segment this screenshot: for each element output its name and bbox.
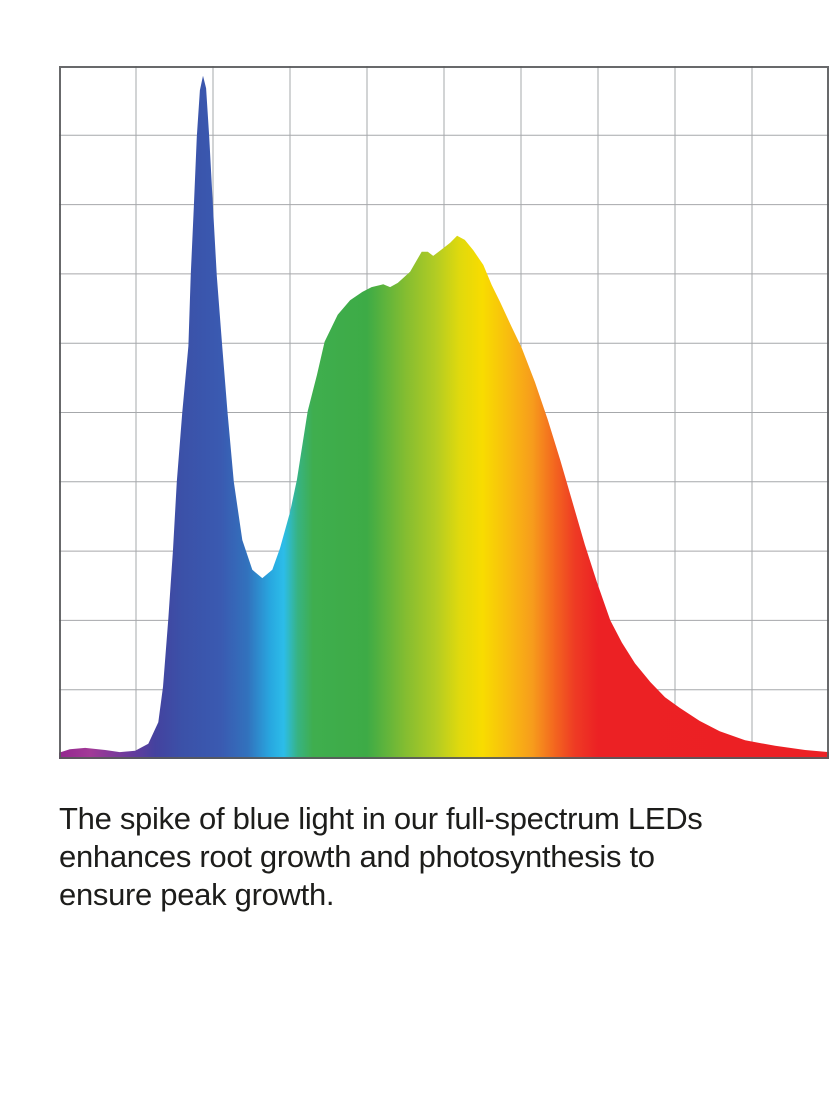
spectrum-area-plot — [59, 66, 829, 759]
caption: The spike of blue light in our full-spec… — [59, 800, 799, 914]
caption-line-3: ensure peak growth. — [59, 877, 335, 912]
plot-border — [59, 66, 829, 759]
spectrum-chart — [59, 66, 829, 759]
spectrum-area — [59, 75, 829, 759]
caption-line-2: enhances root growth and photosynthesis … — [59, 839, 655, 874]
caption-line-1: The spike of blue light in our full-spec… — [59, 801, 703, 836]
